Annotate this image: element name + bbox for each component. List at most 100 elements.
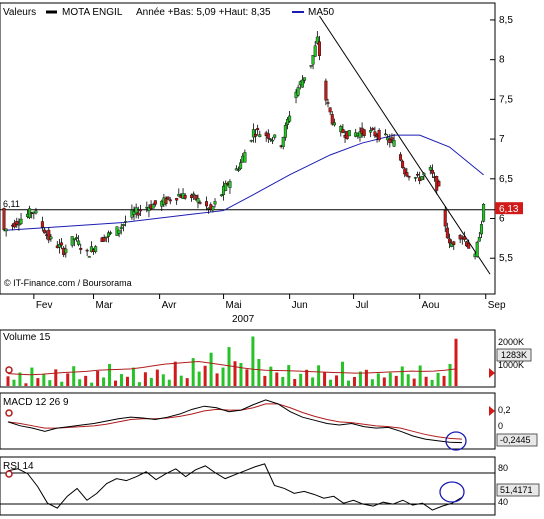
candle-body xyxy=(311,55,315,65)
candle-body xyxy=(177,193,181,197)
candle-body xyxy=(405,172,409,177)
volume-frame xyxy=(0,329,496,388)
candle-body xyxy=(47,229,51,241)
candle-body xyxy=(192,193,196,196)
candle-body xyxy=(102,236,106,242)
candle-body xyxy=(475,241,479,257)
candle-body xyxy=(317,41,321,56)
volume-bar xyxy=(299,373,303,386)
volume-arrow-icon xyxy=(489,368,495,378)
candle-body xyxy=(330,114,334,125)
volume-bar xyxy=(102,377,106,386)
volume-bar xyxy=(197,371,201,386)
candle-body xyxy=(190,194,194,198)
macd-arrow-icon xyxy=(489,406,495,416)
candle-body xyxy=(390,137,394,140)
candle-body xyxy=(138,209,142,212)
volume-bar xyxy=(394,375,398,386)
volume-bars xyxy=(6,336,458,386)
candle-body xyxy=(428,167,432,171)
macd-last-box xyxy=(496,433,538,447)
month-tick-label: Avr xyxy=(162,300,177,311)
reference-level-label: 6,11 xyxy=(3,199,20,209)
candle-body xyxy=(452,241,456,245)
volume-bar xyxy=(352,377,356,386)
candle-body xyxy=(296,87,300,96)
candle-body xyxy=(19,218,23,224)
candle-body xyxy=(413,177,417,179)
volume-bar xyxy=(281,377,285,386)
volume-bar xyxy=(400,366,404,386)
volume-bar xyxy=(36,378,40,386)
candle-body xyxy=(204,201,208,207)
price-y-tick-label: 8 xyxy=(499,55,505,66)
volume-bar xyxy=(84,375,88,386)
candle-body xyxy=(123,221,127,223)
month-tick-label: Sep xyxy=(488,300,506,311)
candle-body xyxy=(219,194,223,197)
price-y-tick-label: 5,5 xyxy=(499,253,513,264)
candle-body xyxy=(281,137,285,147)
price-y-tick-label: 7,5 xyxy=(499,94,513,105)
ma50-legend-label: MA50 xyxy=(308,7,335,18)
candle-body xyxy=(60,242,64,246)
candle-body xyxy=(117,229,121,234)
volume-bar xyxy=(323,372,327,386)
candle-body xyxy=(49,236,53,240)
price-y-axis: 8,5 8 7,5 7 6,5 6 5,5 xyxy=(490,15,513,264)
month-tick-label: Fev xyxy=(36,300,53,311)
price-y-tick-label: 6,5 xyxy=(499,174,513,185)
rsi-panel: RSI 14 80 40 51,4171 xyxy=(0,456,540,516)
volume-bar xyxy=(42,374,46,386)
candle-body xyxy=(266,133,270,139)
candle-body xyxy=(243,152,247,163)
volume-bar xyxy=(245,369,249,386)
candle-body xyxy=(72,238,76,241)
volume-bar xyxy=(233,361,237,386)
candle-body xyxy=(401,160,405,168)
candle-body xyxy=(236,169,240,171)
volume-tick-low: 1000K xyxy=(498,360,524,370)
candle-body xyxy=(462,236,466,240)
candle-body xyxy=(153,200,157,205)
volume-bar xyxy=(424,376,428,386)
volume-bar xyxy=(6,376,10,386)
candle-body xyxy=(94,246,98,252)
candle-body xyxy=(477,236,481,242)
candle-body xyxy=(482,203,486,222)
volume-bar xyxy=(376,373,380,386)
volume-bar xyxy=(30,367,34,386)
candle-body xyxy=(283,125,287,138)
candle-body xyxy=(239,162,243,169)
volume-last-label: 1283K xyxy=(501,350,527,360)
candle-body xyxy=(443,210,447,227)
month-tick-label: Jul xyxy=(356,300,369,311)
candle-body xyxy=(450,243,454,247)
candle-body xyxy=(147,207,151,212)
macd-panel: MACD 12 26 9 0,2 0 -0,2445 xyxy=(0,392,538,451)
candle-body xyxy=(407,176,411,178)
candle-body xyxy=(2,208,6,231)
candle-body xyxy=(183,195,187,199)
candle-body xyxy=(479,224,483,235)
volume-bar xyxy=(418,365,422,386)
candle-body xyxy=(4,228,8,232)
volume-bar xyxy=(203,365,207,386)
candle-body xyxy=(258,134,262,138)
rsi-title: RSI 14 xyxy=(3,461,34,472)
candle-body xyxy=(85,249,89,252)
trendline xyxy=(319,15,491,275)
volume-bar xyxy=(137,382,141,386)
volume-bar xyxy=(341,361,345,386)
candle-body xyxy=(106,232,110,237)
volume-bar xyxy=(364,369,368,386)
candle-body xyxy=(213,201,217,205)
volume-bar xyxy=(346,380,350,386)
macd-highlight-circle xyxy=(445,431,467,451)
candle-body xyxy=(347,130,351,137)
last-price-label: 6,13 xyxy=(499,204,519,215)
candle-body xyxy=(448,238,452,244)
candle-body xyxy=(74,237,78,239)
macd-last-label: -0,2445 xyxy=(500,435,531,445)
candle-body xyxy=(371,128,375,130)
